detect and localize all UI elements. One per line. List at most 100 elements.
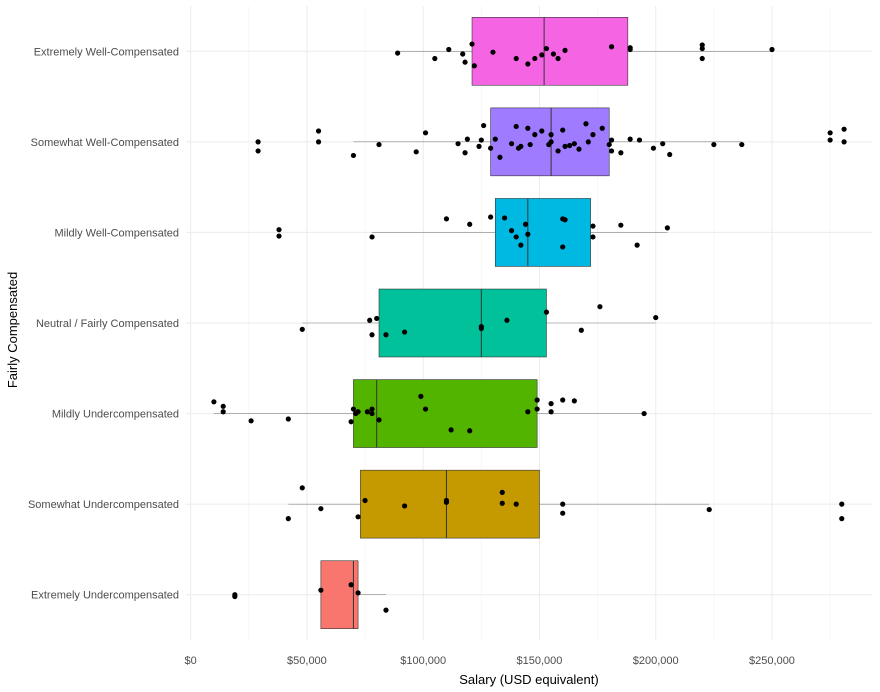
data-point: [395, 50, 401, 56]
data-point: [315, 128, 322, 134]
data-point: [455, 141, 461, 147]
data-point: [460, 51, 466, 57]
data-point: [560, 501, 566, 507]
data-point: [599, 125, 605, 131]
data-point: [590, 132, 596, 138]
data-point: [443, 216, 450, 222]
x-tick-label: $50,000: [287, 655, 327, 667]
data-point: [374, 315, 380, 322]
data-point: [548, 132, 554, 138]
data-point: [739, 141, 745, 148]
data-point: [497, 154, 503, 160]
y-axis-title: Fairly Compensated: [5, 272, 20, 388]
data-point: [348, 419, 354, 425]
data-point: [467, 428, 473, 434]
data-point: [478, 137, 484, 143]
data-point: [446, 46, 452, 53]
box-group: [232, 560, 389, 629]
data-point: [367, 317, 373, 323]
data-point: [501, 215, 508, 221]
data-point: [560, 244, 566, 250]
data-point: [476, 143, 482, 149]
data-point: [839, 501, 845, 507]
data-point: [418, 393, 424, 399]
data-point: [369, 234, 375, 240]
data-point: [532, 132, 538, 138]
y-tick-label: Neutral / Fairly Compensated: [36, 318, 179, 330]
data-point: [508, 228, 515, 234]
data-point: [478, 325, 484, 332]
data-point: [376, 141, 382, 148]
data-point: [522, 221, 529, 227]
data-point: [827, 130, 833, 136]
data-point: [362, 497, 368, 504]
x-tick-label: $100,000: [400, 655, 446, 667]
x-tick-label: $200,000: [633, 655, 679, 667]
data-point: [618, 222, 624, 228]
data-point: [525, 409, 531, 415]
data-point: [492, 136, 498, 142]
data-point: [571, 141, 577, 147]
data-point: [534, 406, 540, 412]
data-point: [699, 55, 705, 62]
x-axis-title: Salary (USD equivalent): [459, 672, 598, 687]
data-point: [539, 128, 545, 134]
data-point: [355, 409, 361, 415]
data-point: [841, 126, 847, 132]
data-point: [369, 406, 375, 412]
data-point: [255, 139, 261, 145]
data-point: [699, 45, 705, 52]
data-point: [255, 148, 261, 154]
data-point: [562, 47, 568, 53]
data-point: [555, 148, 561, 154]
data-point: [518, 242, 524, 248]
data-point: [827, 137, 833, 143]
data-point: [634, 242, 640, 248]
box-group: [211, 379, 647, 448]
data-point: [369, 332, 375, 338]
data-point: [355, 514, 361, 520]
data-point: [711, 141, 717, 148]
data-point: [413, 149, 419, 155]
data-point: [513, 123, 519, 130]
data-point: [664, 225, 670, 231]
data-point: [299, 326, 305, 332]
data-point: [467, 221, 473, 227]
y-axis-tick-labels: Extremely Well-Compensated Somewhat Well-…: [28, 46, 179, 601]
data-point: [560, 127, 566, 133]
data-point: [699, 42, 705, 48]
y-tick-label: Somewhat Well-Compensated: [31, 137, 179, 149]
data-point: [706, 506, 712, 513]
y-tick-label: Somewhat Undercompensated: [28, 499, 179, 511]
box-rect: [494, 198, 591, 267]
data-point: [220, 409, 226, 415]
data-point: [499, 489, 505, 495]
data-point: [555, 55, 561, 62]
data-point: [448, 427, 454, 433]
data-point: [650, 145, 657, 151]
data-point: [513, 234, 519, 240]
data-point: [490, 49, 496, 55]
data-point: [534, 397, 540, 403]
data-point: [488, 214, 494, 220]
data-point: [285, 516, 291, 522]
data-point: [660, 141, 666, 147]
data-point: [350, 152, 357, 159]
data-point: [606, 141, 612, 148]
x-tick-label: $150,000: [517, 655, 563, 667]
x-tick-label: $250,000: [749, 655, 795, 667]
data-point: [469, 41, 475, 47]
data-point: [315, 139, 322, 145]
data-point: [548, 139, 554, 145]
data-point: [636, 137, 643, 143]
data-point: [464, 136, 470, 142]
data-point: [525, 125, 531, 131]
data-point: [383, 332, 389, 338]
data-point: [550, 51, 557, 57]
data-point: [562, 143, 568, 149]
data-point: [769, 46, 775, 53]
data-point: [276, 233, 282, 239]
x-axis-tick-labels: $0 $50,000 $100,000 $150,000 $200,000 $250,00…: [185, 655, 795, 667]
box-rect: [471, 17, 629, 86]
